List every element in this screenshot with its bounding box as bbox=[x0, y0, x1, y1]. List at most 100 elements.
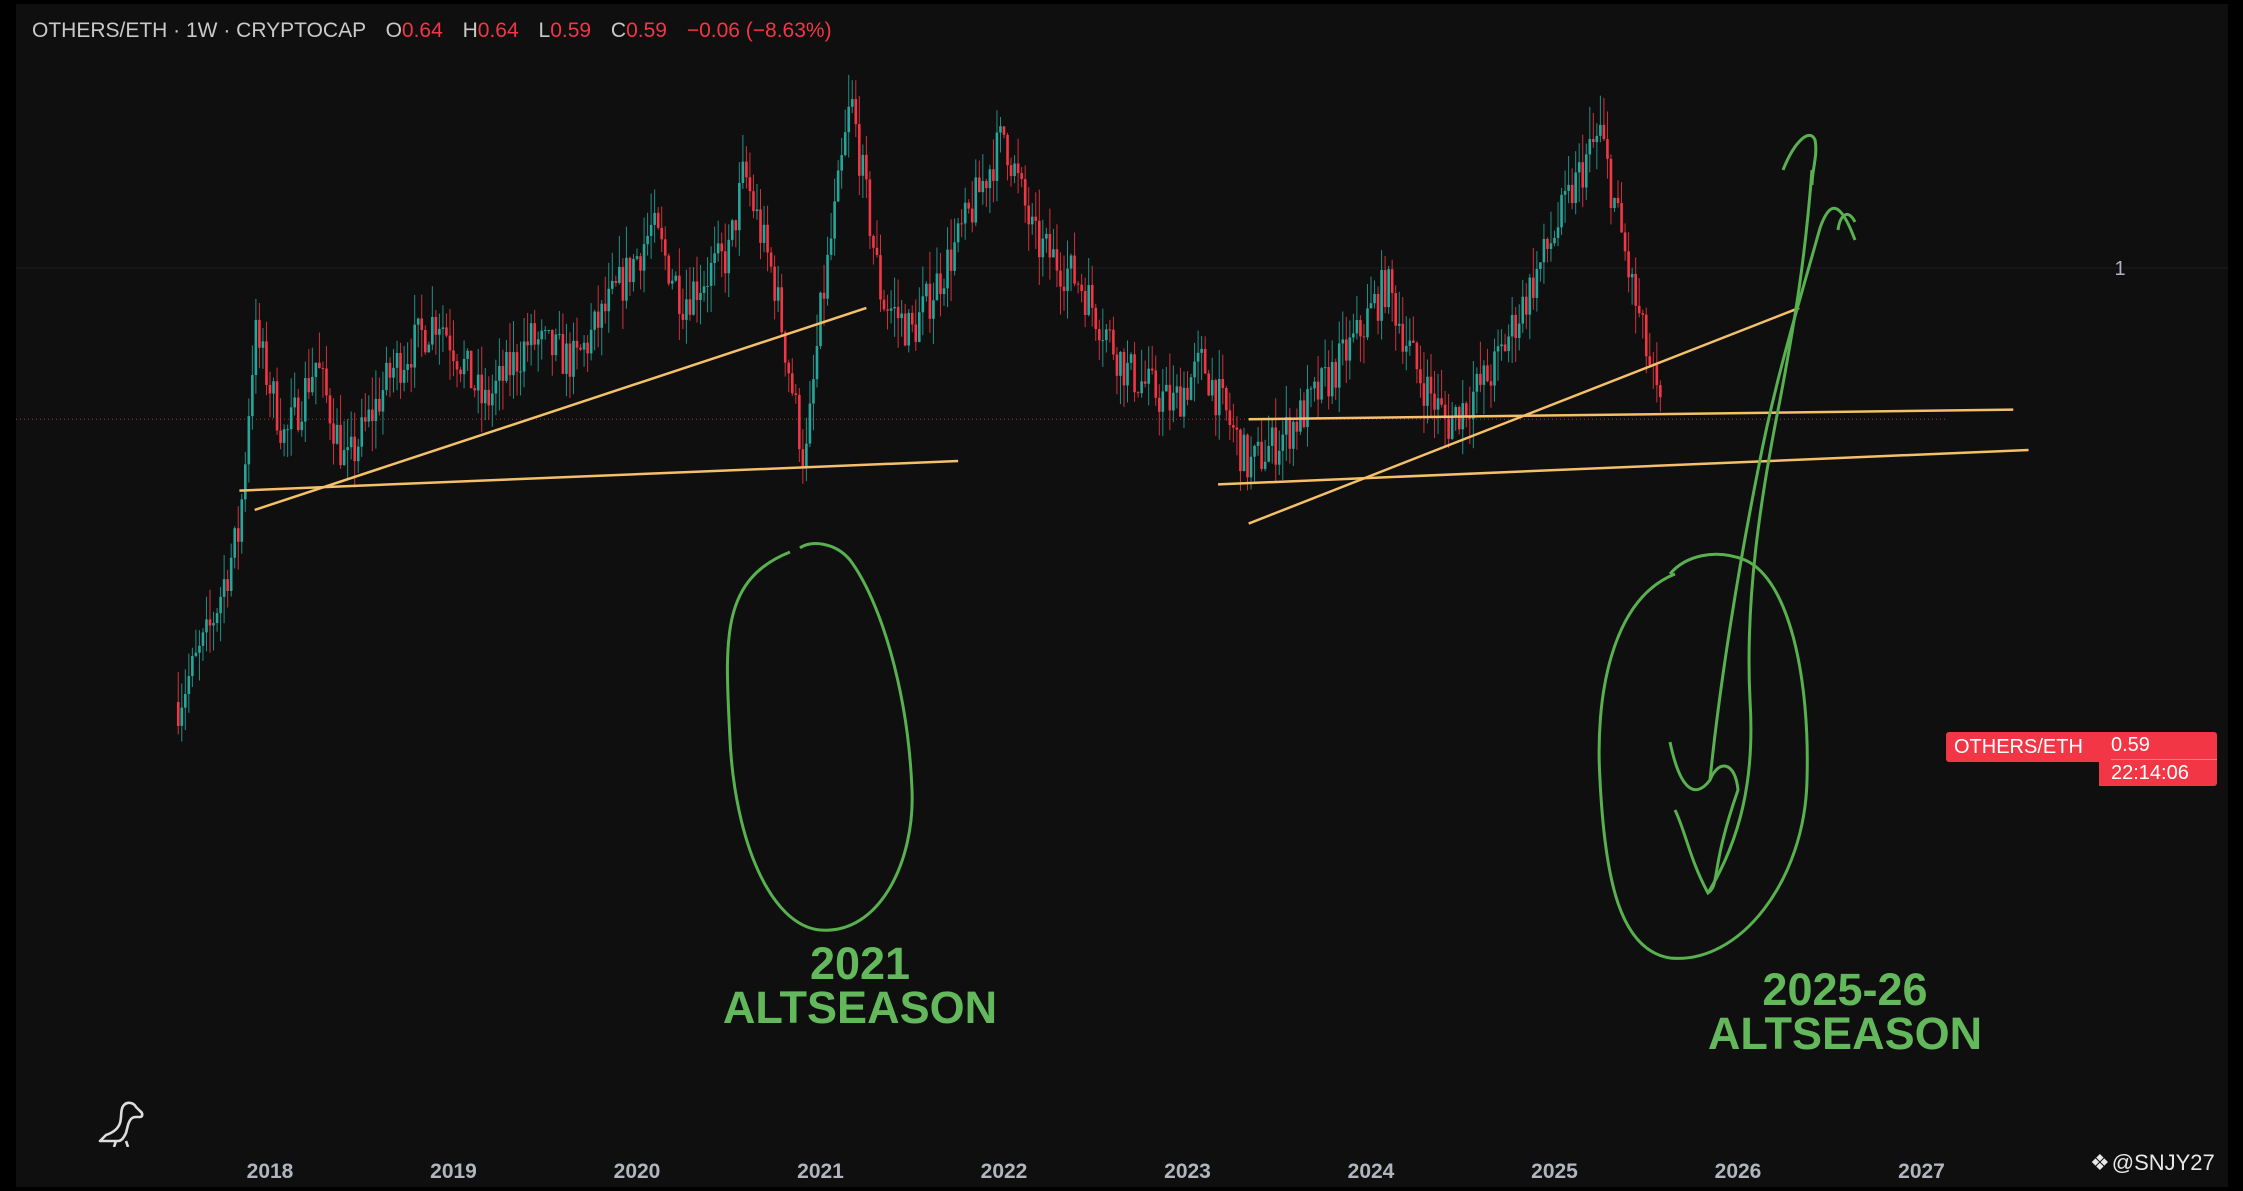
candle-body-213 bbox=[928, 283, 932, 319]
annotation-2025-altseason: 2025-26 ALTSEASON bbox=[1680, 967, 2010, 1056]
candle-body-101 bbox=[533, 323, 536, 345]
candle-body-254 bbox=[1073, 255, 1076, 284]
candle-body-372 bbox=[1489, 381, 1493, 386]
candle-body-395 bbox=[1570, 184, 1574, 204]
candle-body-71 bbox=[427, 344, 431, 353]
candle-body-259 bbox=[1090, 284, 1094, 308]
candle-body-118 bbox=[593, 311, 596, 330]
x-tick-2021: 2021 bbox=[797, 1160, 844, 1183]
candle-body-27 bbox=[272, 381, 275, 394]
candle-body-302 bbox=[1242, 434, 1246, 472]
candle-body-274 bbox=[1143, 381, 1147, 384]
candle-body-37 bbox=[307, 378, 311, 393]
candle-body-161 bbox=[745, 161, 748, 178]
candle-body-207 bbox=[907, 312, 911, 346]
candle-body-262 bbox=[1101, 340, 1105, 342]
low-label: L bbox=[538, 19, 551, 42]
candle-body-294 bbox=[1214, 380, 1218, 416]
candle-body-237 bbox=[1013, 163, 1016, 177]
candle-body-268 bbox=[1122, 351, 1126, 386]
candle-body-52 bbox=[360, 417, 364, 447]
candle-body-387 bbox=[1542, 238, 1546, 263]
candle-body-183 bbox=[822, 292, 826, 299]
candle-body-173 bbox=[787, 362, 791, 374]
candle-body-419 bbox=[1655, 365, 1659, 386]
candle-body-117 bbox=[589, 329, 593, 354]
tradingview-dino-icon[interactable] bbox=[96, 1095, 148, 1147]
candle-body-238 bbox=[1016, 163, 1020, 174]
candle-body-406 bbox=[1609, 158, 1613, 208]
candle-body-415 bbox=[1641, 313, 1645, 315]
candle-body-77 bbox=[448, 335, 452, 351]
candle-body-22 bbox=[254, 319, 258, 376]
candle-body-272 bbox=[1136, 392, 1140, 394]
candle-body-62 bbox=[395, 352, 399, 368]
candle-body-76 bbox=[445, 327, 448, 336]
candle-body-263 bbox=[1105, 329, 1108, 341]
candle-body-125 bbox=[618, 266, 621, 283]
candle-body-168 bbox=[769, 252, 773, 267]
candle-body-323 bbox=[1316, 381, 1320, 400]
candle-body-275 bbox=[1147, 368, 1150, 384]
candle-body-124 bbox=[614, 280, 618, 283]
candle-body-267 bbox=[1119, 351, 1122, 376]
candle-body-179 bbox=[808, 403, 812, 444]
candle-body-23 bbox=[258, 319, 261, 348]
candle-body-212 bbox=[925, 283, 928, 297]
trendline-0 bbox=[239, 459, 959, 492]
candle-body-176 bbox=[798, 394, 801, 450]
candle-body-26 bbox=[268, 384, 272, 394]
candle-body-69 bbox=[420, 318, 424, 330]
symbol-label[interactable]: OTHERS/ETH · 1W · CRYPTOCAP bbox=[32, 19, 366, 42]
candle-body-56 bbox=[374, 398, 378, 422]
chart-panel[interactable] bbox=[16, 4, 2228, 1187]
candle-body-156 bbox=[727, 239, 731, 274]
hand-drawn-annotations bbox=[725, 133, 1857, 960]
candle-body-284 bbox=[1179, 386, 1182, 417]
candle-body-185 bbox=[829, 238, 833, 255]
candle-body-338 bbox=[1369, 303, 1373, 309]
candle-body-317 bbox=[1295, 421, 1299, 432]
candle-body-137 bbox=[660, 227, 664, 240]
gridlines bbox=[16, 267, 2228, 420]
candle-body-91 bbox=[498, 365, 501, 381]
arrow-head-2 bbox=[1836, 212, 1857, 231]
candle-body-373 bbox=[1493, 351, 1496, 386]
candle-body-140 bbox=[670, 280, 674, 284]
candle-body-255 bbox=[1076, 283, 1080, 285]
candle-body-86 bbox=[480, 374, 484, 404]
candle-body-79 bbox=[455, 361, 459, 370]
candle-body-336 bbox=[1362, 336, 1366, 338]
candle-body-119 bbox=[596, 311, 600, 328]
candle-body-74 bbox=[438, 328, 441, 335]
candle-body-226 bbox=[974, 177, 978, 223]
candle-body-21 bbox=[251, 375, 254, 417]
candle-body-283 bbox=[1175, 386, 1179, 393]
candle-body-93 bbox=[505, 351, 508, 381]
candle-body-308 bbox=[1263, 461, 1267, 469]
candle-body-249 bbox=[1055, 249, 1059, 271]
candle-body-271 bbox=[1133, 354, 1136, 393]
candle-body-288 bbox=[1193, 361, 1196, 378]
trendline-4 bbox=[1248, 306, 1800, 525]
candle-body-45 bbox=[335, 424, 339, 444]
candle-body-200 bbox=[882, 299, 886, 310]
candle-body-349 bbox=[1408, 340, 1412, 346]
candle-body-94 bbox=[508, 351, 512, 376]
candle-body-413 bbox=[1634, 273, 1637, 306]
candle-body-309 bbox=[1267, 445, 1270, 462]
candle-body-266 bbox=[1115, 354, 1119, 376]
candle-body-0 bbox=[176, 702, 180, 726]
candle-body-147 bbox=[695, 281, 699, 301]
candle-body-103 bbox=[540, 330, 544, 340]
candle-body-265 bbox=[1112, 329, 1115, 355]
candle-body-345 bbox=[1394, 293, 1398, 326]
candle-body-320 bbox=[1306, 389, 1309, 428]
candle-body-181 bbox=[815, 346, 819, 380]
candle-body-385 bbox=[1535, 268, 1539, 298]
candle-body-88 bbox=[487, 389, 491, 406]
candle-body-379 bbox=[1514, 314, 1517, 339]
attribution: ❖@SNJY27 bbox=[2090, 1150, 2215, 1176]
candle-body-417 bbox=[1648, 356, 1652, 365]
